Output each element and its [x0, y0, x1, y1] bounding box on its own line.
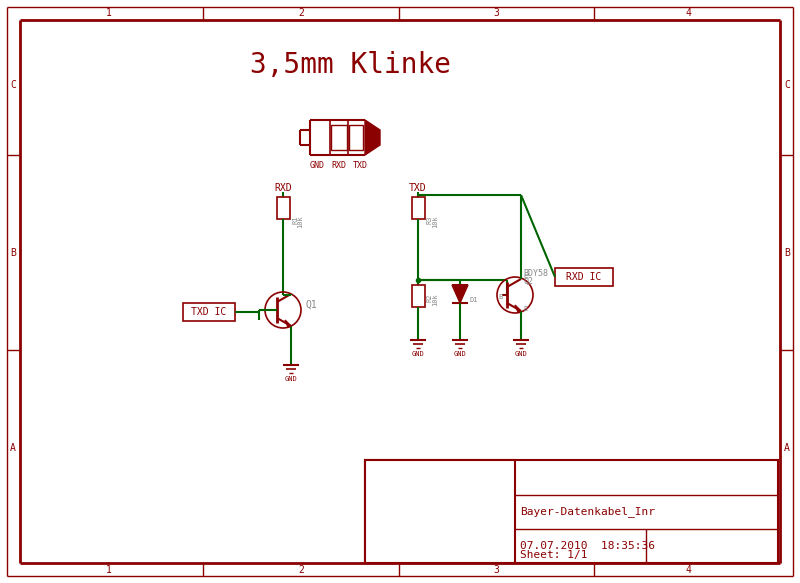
Bar — [365, 460, 515, 563]
Text: A: A — [10, 443, 16, 453]
Text: 3: 3 — [494, 565, 499, 575]
Text: RXD IC: RXD IC — [566, 272, 602, 282]
Text: C: C — [10, 79, 16, 90]
Text: C: C — [784, 79, 790, 90]
Text: GND: GND — [454, 351, 466, 357]
Text: 1: 1 — [106, 565, 111, 575]
Text: 10k: 10k — [297, 216, 303, 229]
Text: GND: GND — [310, 160, 325, 170]
Text: 07.07.2010  18:35:36: 07.07.2010 18:35:36 — [520, 541, 655, 551]
Text: Sheet: 1/1: Sheet: 1/1 — [520, 550, 587, 560]
Bar — [555, 268, 613, 286]
Text: 3: 3 — [494, 8, 499, 18]
Text: A: A — [784, 443, 790, 453]
Bar — [331, 125, 347, 150]
Polygon shape — [452, 285, 468, 303]
Text: 2: 2 — [298, 565, 304, 575]
Text: TXD IC: TXD IC — [191, 307, 226, 317]
Polygon shape — [365, 120, 380, 155]
Text: RXD: RXD — [331, 160, 346, 170]
Text: R3: R3 — [427, 216, 433, 224]
Polygon shape — [285, 320, 291, 327]
Text: D1: D1 — [470, 297, 478, 303]
Text: 4: 4 — [686, 565, 691, 575]
Text: GND: GND — [412, 351, 424, 357]
Text: Q1: Q1 — [305, 300, 317, 310]
Text: R1: R1 — [292, 216, 298, 224]
Text: B: B — [10, 248, 16, 258]
Bar — [349, 125, 363, 150]
Text: GND: GND — [285, 376, 298, 382]
Text: GND: GND — [514, 351, 527, 357]
Text: 4: 4 — [686, 8, 691, 18]
Text: E: E — [523, 306, 527, 312]
Bar — [183, 303, 235, 321]
Bar — [412, 285, 425, 307]
Text: B: B — [498, 294, 503, 300]
Bar — [412, 197, 425, 219]
Text: 10k: 10k — [432, 216, 438, 229]
Polygon shape — [515, 305, 521, 312]
Text: RXD: RXD — [274, 183, 292, 193]
Text: R2: R2 — [427, 294, 433, 302]
Text: B: B — [784, 248, 790, 258]
Text: Q2: Q2 — [523, 276, 533, 286]
Text: TXD: TXD — [409, 183, 427, 193]
Text: BDY58: BDY58 — [523, 269, 548, 278]
Text: 3,5mm Klinke: 3,5mm Klinke — [250, 51, 450, 79]
Text: 1: 1 — [106, 8, 111, 18]
Text: TXD: TXD — [353, 160, 367, 170]
Text: 2: 2 — [298, 8, 304, 18]
Text: C: C — [523, 274, 527, 280]
Bar — [277, 197, 290, 219]
Text: 10k: 10k — [432, 294, 438, 307]
Text: Bayer-Datenkabel_Inr: Bayer-Datenkabel_Inr — [520, 507, 655, 518]
Bar — [365, 460, 778, 563]
